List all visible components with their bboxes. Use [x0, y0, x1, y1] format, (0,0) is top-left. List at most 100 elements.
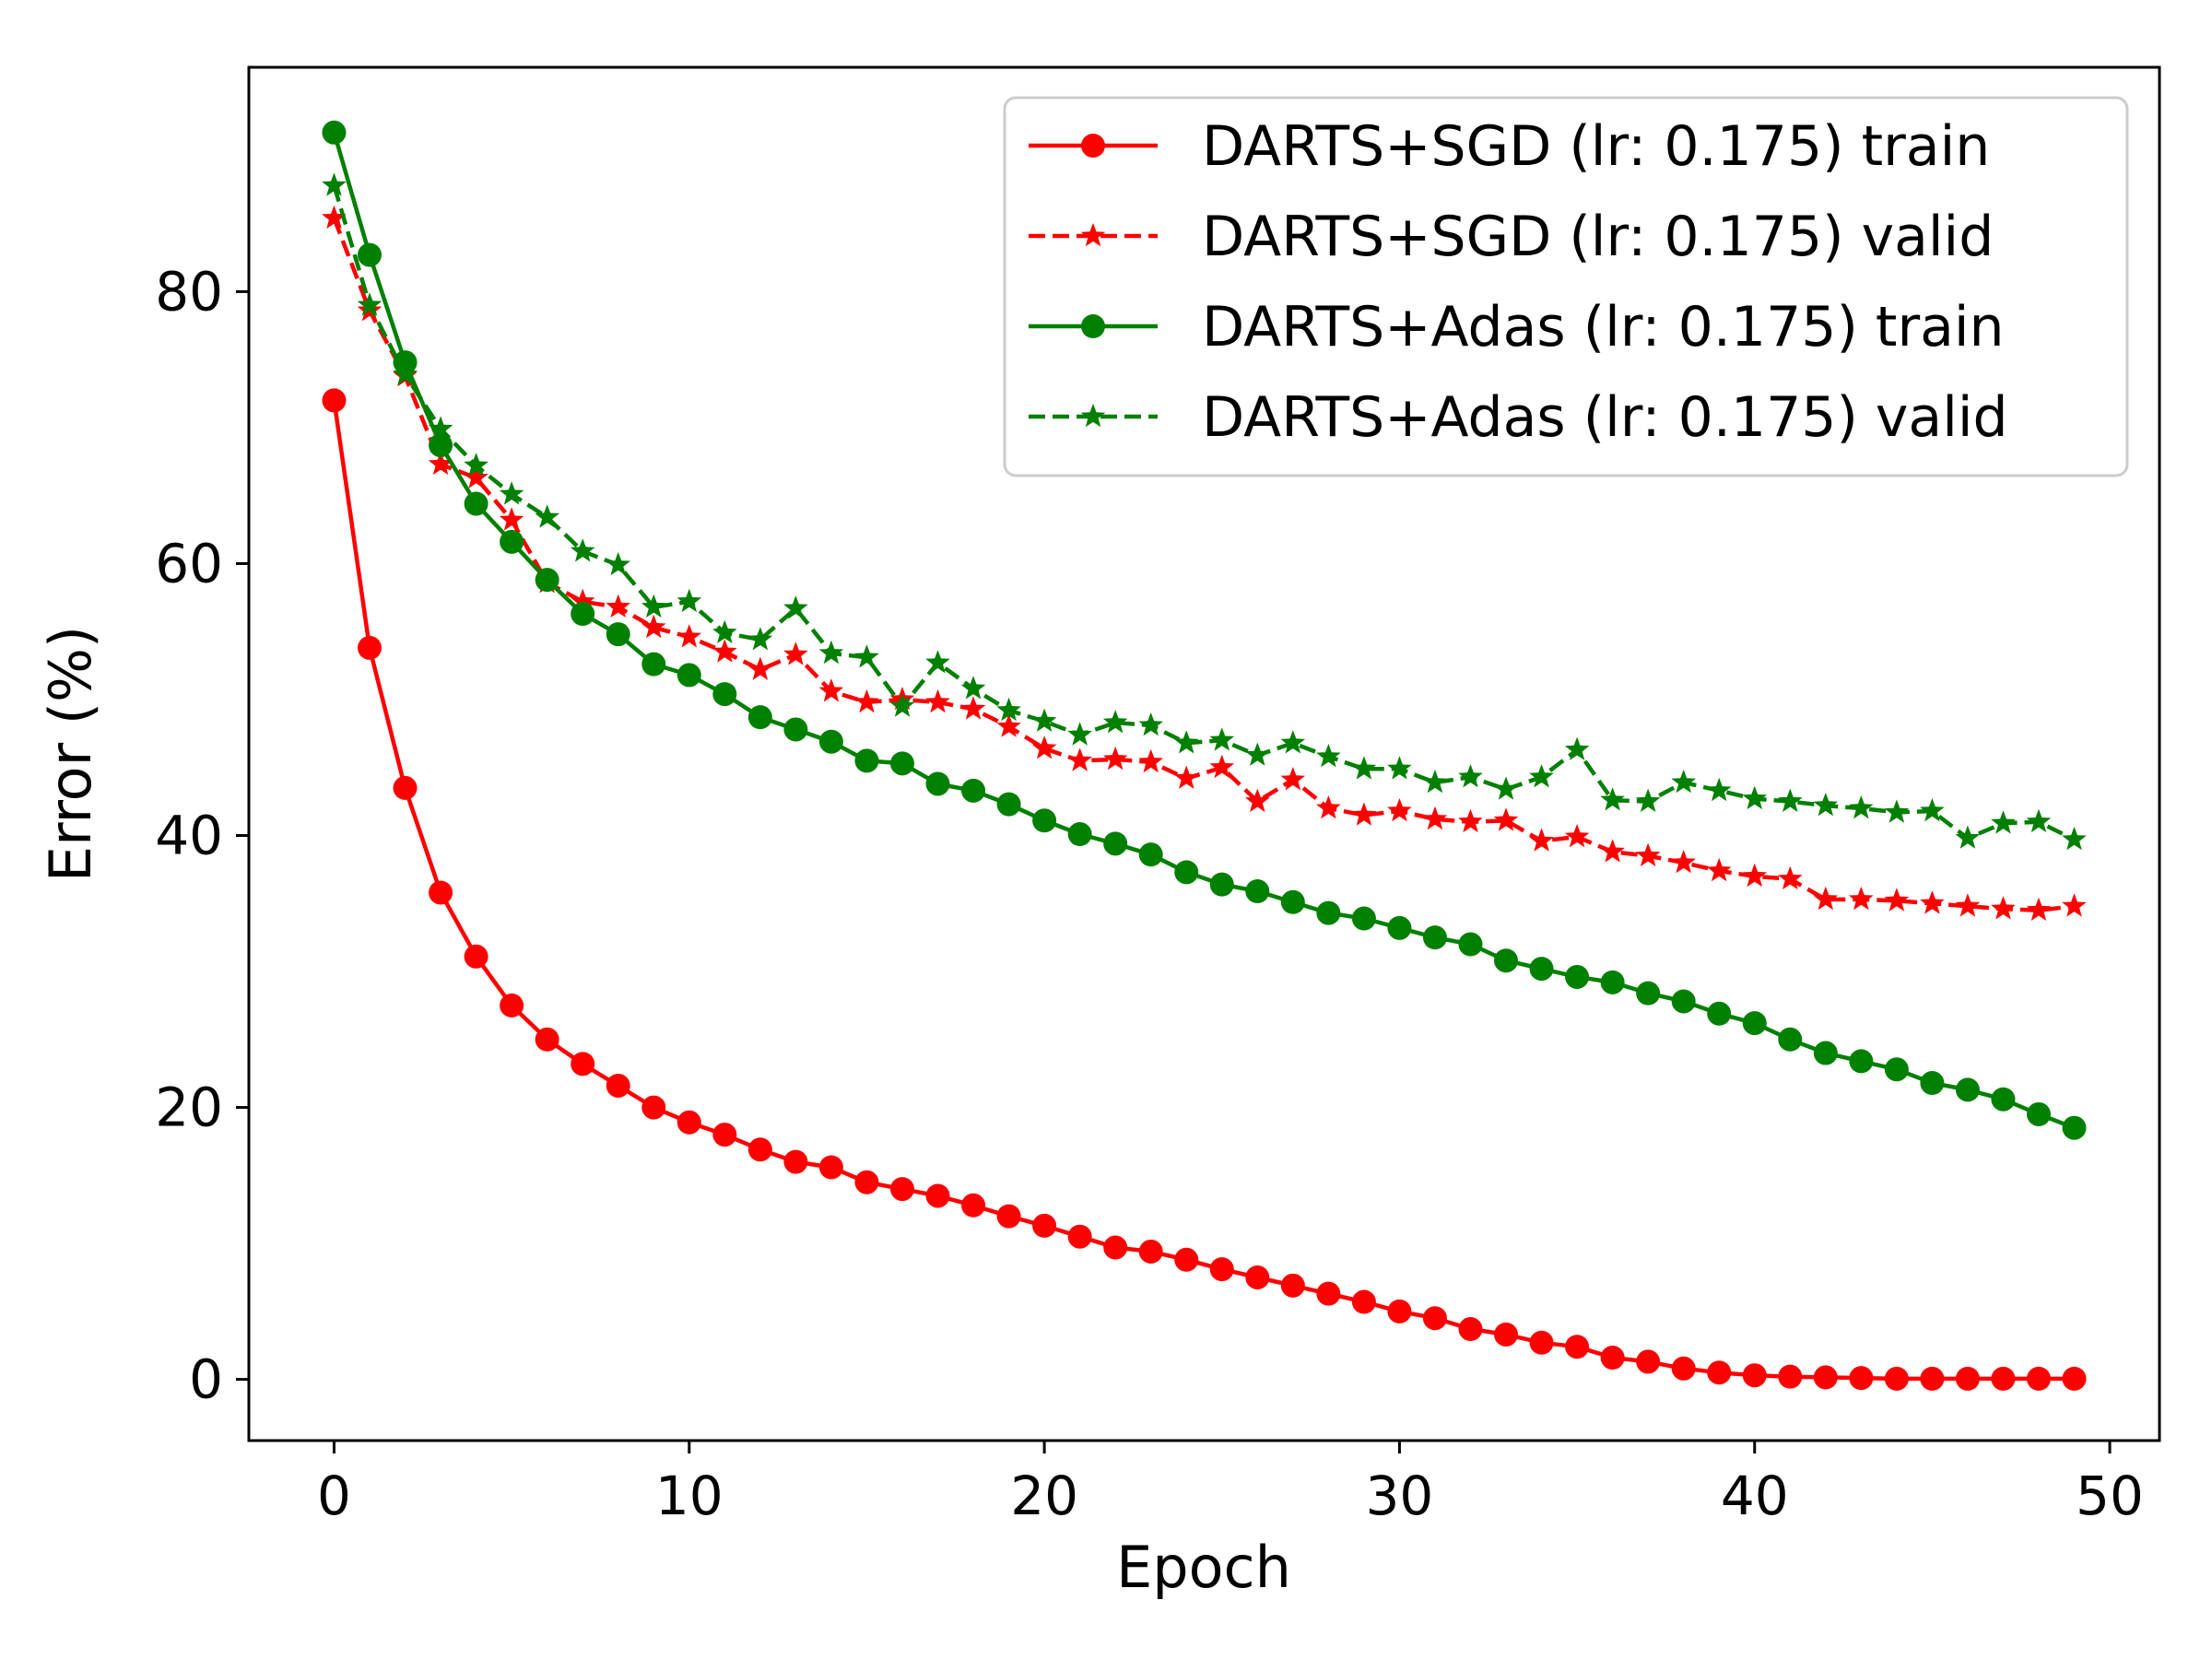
y-tick-label: 60 — [155, 532, 223, 594]
series-1 — [322, 388, 2087, 1391]
x-axis-label: Epoch — [1116, 1534, 1291, 1601]
data-point — [1209, 727, 1235, 751]
data-point — [677, 1110, 701, 1135]
data-point — [1813, 886, 1839, 911]
series-line — [332, 217, 2075, 912]
data-point — [1458, 1317, 1483, 1342]
data-point — [429, 880, 453, 905]
data-point — [996, 697, 1021, 722]
data-point — [854, 688, 879, 713]
data-point — [1173, 730, 1199, 754]
data-point — [1138, 1239, 1163, 1264]
legend: DARTS+SGD (lr: 0.175) train DARTS+SGD (lr… — [1003, 96, 2129, 477]
data-point — [1031, 735, 1057, 759]
data-point — [889, 751, 914, 776]
data-point — [1422, 925, 1447, 950]
data-point — [428, 416, 453, 440]
data-point — [996, 1204, 1021, 1229]
data-point — [500, 993, 524, 1018]
data-point — [1422, 1306, 1447, 1331]
data-point — [1884, 1366, 1909, 1391]
data-point — [1494, 948, 1519, 973]
x-tick-label: 40 — [1721, 1465, 1789, 1527]
data-point — [1813, 1365, 1838, 1390]
data-point — [1635, 788, 1661, 812]
data-point — [1422, 806, 1448, 830]
data-point — [1991, 1087, 2016, 1112]
data-point — [535, 504, 559, 528]
data-point — [854, 1170, 879, 1194]
data-point — [925, 1183, 950, 1208]
data-point — [322, 172, 347, 196]
data-point — [535, 568, 559, 593]
data-point — [889, 1177, 914, 1202]
data-point — [606, 622, 630, 647]
data-point — [1742, 1011, 1767, 1036]
data-point — [1529, 957, 1554, 982]
data-point — [1245, 879, 1270, 903]
data-point — [1458, 808, 1483, 833]
data-point — [1529, 1330, 1554, 1355]
data-point — [1280, 889, 1305, 914]
data-point — [1600, 787, 1625, 811]
data-point — [641, 594, 666, 618]
legend-label: DARTS+SGD (lr: 0.175) valid — [1202, 205, 1994, 269]
data-point — [961, 778, 986, 803]
data-point — [854, 748, 879, 773]
x-tick-label: 50 — [2076, 1465, 2144, 1527]
data-point — [1209, 1257, 1234, 1282]
data-point — [1991, 896, 2016, 920]
data-point — [818, 1155, 843, 1180]
data-point — [322, 388, 347, 413]
data-point — [2026, 1366, 2051, 1391]
y-axis-label: Error (%) — [37, 626, 104, 882]
data-point — [1920, 1071, 1945, 1096]
data-point — [464, 944, 488, 969]
data-point — [1067, 822, 1092, 847]
data-point — [393, 361, 418, 385]
data-point — [499, 481, 524, 505]
data-point — [1849, 795, 1874, 819]
legend-entry-4: DARTS+Adas (lr: 0.175) valid — [1029, 385, 2008, 450]
data-point — [500, 529, 524, 554]
data-point — [1742, 863, 1768, 888]
data-point — [961, 1193, 986, 1218]
data-point — [1067, 747, 1092, 771]
data-point — [535, 1027, 559, 1052]
data-point — [641, 652, 666, 677]
data-point — [1031, 708, 1057, 732]
data-point — [1351, 1289, 1376, 1314]
x-axis: 0 10 20 30 40 50 — [317, 1441, 2144, 1527]
data-point — [1778, 1364, 1803, 1389]
data-point — [1351, 756, 1377, 780]
data-point — [1920, 798, 1945, 822]
legend-marker — [1081, 314, 1105, 338]
data-point — [1920, 1366, 1945, 1391]
data-point — [783, 641, 808, 665]
data-point — [1529, 828, 1554, 852]
data-point — [1032, 1213, 1057, 1238]
data-point — [925, 650, 950, 674]
data-point — [1742, 1363, 1767, 1388]
data-point — [1565, 964, 1590, 989]
data-point — [1564, 736, 1590, 760]
data-point — [712, 682, 737, 707]
data-point — [2026, 808, 2052, 833]
data-point — [571, 1052, 595, 1077]
data-point — [1067, 1224, 1092, 1249]
data-point — [996, 713, 1021, 737]
data-point — [428, 451, 453, 476]
data-point — [1102, 746, 1128, 771]
data-point — [393, 775, 418, 800]
data-point — [357, 292, 382, 316]
x-tick-label: 20 — [1010, 1465, 1078, 1527]
legend-marker — [1081, 134, 1105, 158]
data-point — [464, 491, 488, 516]
legend-label: DARTS+Adas (lr: 0.175) valid — [1202, 385, 2008, 450]
data-point — [1458, 932, 1483, 957]
data-point — [1778, 788, 1803, 812]
data-point — [783, 595, 808, 619]
data-point — [1529, 764, 1554, 788]
data-point — [2062, 1366, 2087, 1391]
data-point — [818, 729, 843, 754]
